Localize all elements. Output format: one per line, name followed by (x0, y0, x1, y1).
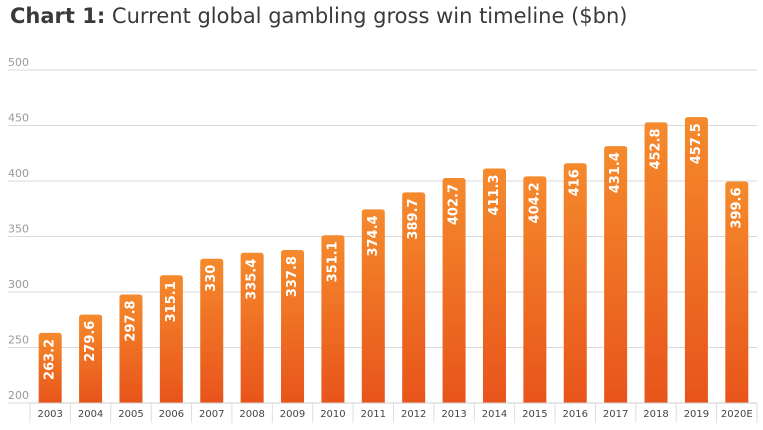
bar-value-label: 351.1 (325, 241, 340, 282)
bar-value-label: 335.4 (245, 259, 260, 300)
bar (321, 235, 345, 403)
x-tick-label: 2005 (118, 409, 143, 420)
gridlines: 200 250 300 350 400 450 500 (8, 56, 757, 404)
chart-title-text: Current global gambling gross win timeli… (105, 4, 628, 28)
bar (604, 146, 628, 403)
y-tick-label: 200 (8, 389, 29, 402)
x-tick-label: 2006 (159, 409, 184, 420)
bar-group: 452.8 (644, 122, 668, 403)
bar-value-label: 297.8 (123, 300, 138, 341)
chart-title-prefix: Chart 1: (10, 4, 106, 28)
bar-value-label: 452.8 (649, 128, 664, 169)
bar-group: 330 (200, 258, 224, 403)
x-tick-label: 2019 (684, 409, 709, 420)
bars: 263.2 279.6 297.8 315.1 330 335.4 337.8 351.1 37… (38, 117, 749, 404)
x-tick-label: 2018 (643, 409, 668, 420)
bar (523, 176, 547, 403)
bar (281, 250, 305, 403)
bar-value-label: 416 (568, 169, 583, 196)
bar (725, 181, 749, 403)
bar (361, 209, 385, 403)
bar-value-label: 315.1 (164, 281, 179, 322)
bar (482, 168, 506, 403)
x-tick-label: 2013 (441, 409, 466, 420)
x-tick-label: 2012 (401, 409, 426, 420)
bar-group: 297.8 (119, 294, 143, 403)
bar (442, 178, 466, 403)
y-tick-label: 450 (8, 112, 29, 125)
bar (644, 122, 668, 403)
bar-value-label: 399.6 (729, 187, 744, 228)
x-tick-label: 2011 (361, 409, 386, 420)
y-tick-label: 350 (8, 223, 29, 236)
bar-value-label: 389.7 (406, 198, 421, 239)
bar-group: 351.1 (321, 235, 345, 403)
bar-group: 337.8 (281, 250, 305, 403)
bar-group: 263.2 (38, 332, 62, 403)
bar-group: 315.1 (159, 275, 183, 403)
bar (240, 252, 264, 403)
bar-group: 389.7 (402, 192, 426, 403)
bar-group: 335.4 (240, 252, 264, 403)
bar-value-label: 457.5 (689, 123, 704, 164)
bar-value-label: 431.4 (608, 152, 623, 193)
bar-group: 279.6 (79, 314, 103, 403)
bar (79, 314, 103, 403)
y-tick-label: 300 (8, 278, 29, 291)
bar (159, 275, 183, 403)
x-tick-label: 2016 (563, 409, 588, 420)
bar-value-label: 404.2 (527, 182, 542, 223)
bar-group: 416 (563, 163, 587, 403)
bar-value-label: 330 (204, 265, 219, 292)
bar-group: 399.6 (725, 181, 749, 403)
bar-group: 374.4 (361, 209, 385, 403)
x-tick-label: 2007 (199, 409, 224, 420)
x-tick-label: 2004 (78, 409, 103, 420)
bar (684, 117, 708, 404)
y-tick-label: 250 (8, 334, 29, 347)
bar-value-label: 374.4 (366, 215, 381, 256)
bar (38, 332, 62, 403)
x-tick-label: 2014 (482, 409, 507, 420)
x-axis: 2003 2004 2005 2006 2007 2008 2009 2010 2011 2012… (29, 402, 758, 423)
bar-group: 404.2 (523, 176, 547, 403)
x-tick-label: 2015 (522, 409, 547, 420)
bar-group: 402.7 (442, 178, 466, 403)
y-tick-label: 500 (8, 56, 29, 69)
bar-value-label: 337.8 (285, 256, 300, 297)
x-tick-label: 2010 (320, 409, 345, 420)
bar-group: 431.4 (604, 146, 628, 403)
x-tick-label: 2003 (37, 409, 62, 420)
bar-value-label: 279.6 (83, 321, 98, 362)
bar (200, 258, 224, 403)
bar (119, 294, 143, 403)
x-tick-label: 2020E (721, 409, 753, 420)
bar-group: 457.5 (684, 117, 708, 404)
x-tick-label: 2009 (280, 409, 305, 420)
bar-value-label: 402.7 (447, 184, 462, 225)
bar (402, 192, 426, 403)
y-tick-label: 400 (8, 167, 29, 180)
chart-title: Chart 1: Current global gambling gross w… (10, 4, 627, 28)
bar-group: 411.3 (482, 168, 506, 403)
bar-value-label: 263.2 (43, 339, 58, 380)
x-tick-label: 2017 (603, 409, 628, 420)
bar (563, 163, 587, 403)
bar-value-label: 411.3 (487, 174, 502, 215)
x-tick-label: 2008 (239, 409, 264, 420)
